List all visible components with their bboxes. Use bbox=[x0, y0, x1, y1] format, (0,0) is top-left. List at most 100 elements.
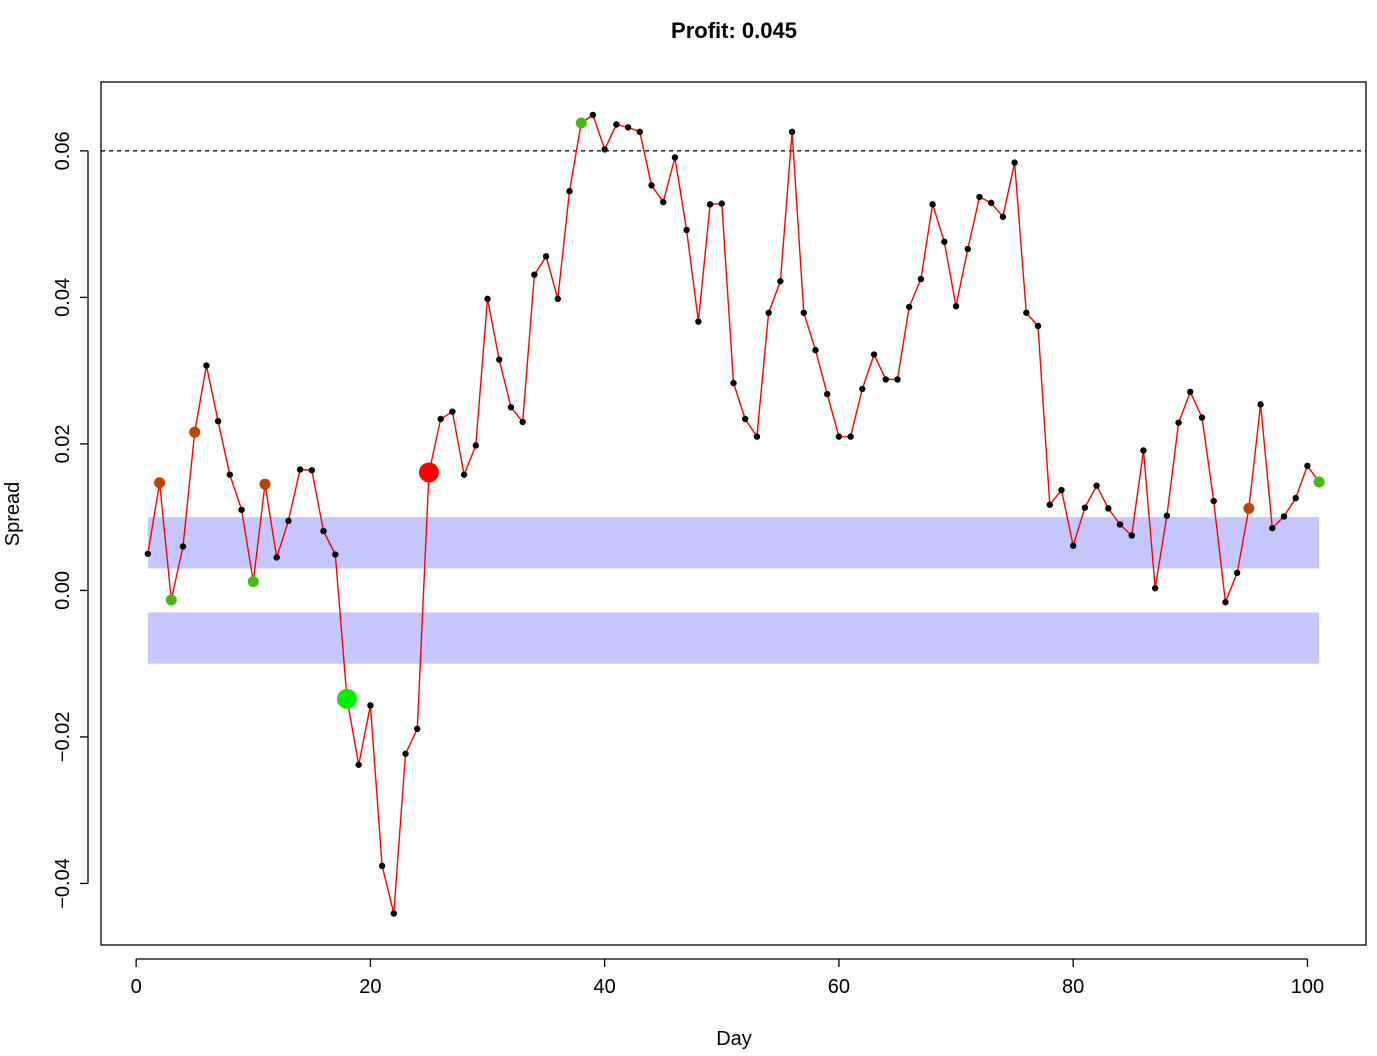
data-point bbox=[214, 417, 222, 425]
data-point bbox=[1116, 521, 1124, 528]
data-point bbox=[507, 404, 515, 411]
signal-marker bbox=[189, 426, 201, 438]
data-point bbox=[1069, 542, 1077, 549]
data-point bbox=[1175, 419, 1182, 426]
signal-marker bbox=[575, 117, 587, 129]
signal-marker bbox=[1313, 476, 1325, 488]
x-tick-label: 0 bbox=[131, 976, 142, 998]
data-point bbox=[1163, 512, 1171, 519]
data-point bbox=[484, 295, 491, 303]
plot-frame bbox=[100, 81, 1367, 946]
data-point bbox=[273, 554, 280, 561]
data-point bbox=[765, 309, 772, 316]
data-point bbox=[367, 702, 374, 709]
signal-marker bbox=[247, 576, 259, 588]
data-point bbox=[1151, 585, 1159, 592]
signal-marker bbox=[336, 688, 357, 709]
data-point bbox=[742, 415, 749, 423]
x-axis: 0 20 40 60 80 100 bbox=[131, 958, 1324, 998]
data-point bbox=[390, 910, 398, 917]
data-point bbox=[1140, 447, 1147, 454]
x-tick-label: 100 bbox=[1291, 976, 1324, 998]
chart-title: Profit: 0.045 bbox=[671, 18, 797, 43]
y-axis: −0.04 −0.02 0.00 0.02 0.04 0.06 bbox=[52, 131, 89, 909]
data-point bbox=[566, 187, 573, 195]
data-point bbox=[449, 408, 456, 415]
data-point bbox=[624, 124, 632, 131]
data-point bbox=[144, 550, 152, 557]
signal-marker bbox=[259, 478, 271, 490]
data-point bbox=[589, 111, 597, 119]
signal-marker bbox=[154, 477, 166, 489]
data-point bbox=[203, 362, 210, 369]
data-point bbox=[847, 433, 854, 440]
band-2 bbox=[147, 612, 1320, 664]
data-point bbox=[730, 379, 737, 387]
data-point bbox=[800, 309, 807, 316]
data-point bbox=[613, 121, 620, 128]
data-point bbox=[414, 725, 421, 733]
data-point bbox=[718, 200, 725, 207]
data-point bbox=[1304, 462, 1311, 470]
data-point bbox=[179, 543, 187, 550]
data-point bbox=[1081, 504, 1089, 511]
data-point bbox=[894, 376, 901, 383]
data-point bbox=[999, 213, 1007, 220]
data-point bbox=[320, 527, 327, 535]
data-point bbox=[941, 238, 948, 245]
data-point bbox=[332, 551, 339, 558]
y-tick-label: 0.00 bbox=[52, 571, 74, 610]
data-point bbox=[437, 415, 444, 423]
data-point bbox=[695, 318, 702, 325]
data-point bbox=[496, 356, 503, 363]
data-point bbox=[1198, 414, 1206, 421]
data-point bbox=[777, 278, 784, 285]
data-point bbox=[812, 346, 819, 354]
data-point bbox=[870, 351, 878, 358]
data-point bbox=[835, 433, 843, 440]
data-point bbox=[1280, 513, 1288, 520]
data-point bbox=[285, 517, 292, 525]
data-point bbox=[1269, 524, 1276, 532]
data-point bbox=[636, 128, 643, 136]
data-point bbox=[683, 226, 690, 234]
data-point bbox=[987, 199, 995, 207]
data-point bbox=[1233, 569, 1241, 577]
data-point bbox=[648, 182, 655, 189]
data-point bbox=[402, 750, 409, 757]
data-point bbox=[706, 201, 714, 208]
data-point bbox=[542, 253, 550, 260]
data-point bbox=[1128, 532, 1135, 539]
data-point bbox=[554, 295, 562, 303]
data-point bbox=[238, 506, 245, 514]
y-tick-label: −0.02 bbox=[52, 712, 74, 763]
data-point bbox=[378, 862, 386, 870]
y-tick-label: 0.06 bbox=[52, 131, 74, 170]
data-point bbox=[952, 302, 960, 310]
series-group bbox=[144, 111, 1323, 917]
x-axis-label: Day bbox=[716, 1028, 752, 1050]
data-point bbox=[753, 433, 761, 440]
band-group bbox=[147, 517, 1320, 664]
data-point bbox=[882, 376, 889, 383]
data-point bbox=[660, 198, 667, 206]
x-tick-label: 20 bbox=[359, 976, 381, 998]
data-point bbox=[859, 385, 866, 393]
data-point bbox=[1034, 322, 1042, 330]
data-point bbox=[1292, 494, 1299, 502]
data-point bbox=[531, 271, 538, 278]
data-point bbox=[296, 466, 304, 473]
data-point bbox=[929, 201, 936, 208]
data-point bbox=[226, 471, 234, 478]
data-point bbox=[601, 146, 608, 153]
data-point bbox=[355, 761, 362, 768]
data-point bbox=[519, 418, 526, 426]
data-point bbox=[1105, 505, 1112, 512]
data-point bbox=[1046, 501, 1053, 508]
data-point bbox=[905, 303, 913, 311]
band-1 bbox=[147, 517, 1320, 569]
y-tick-label: 0.02 bbox=[52, 424, 74, 463]
series-line bbox=[147, 114, 1320, 915]
data-point bbox=[671, 154, 679, 161]
